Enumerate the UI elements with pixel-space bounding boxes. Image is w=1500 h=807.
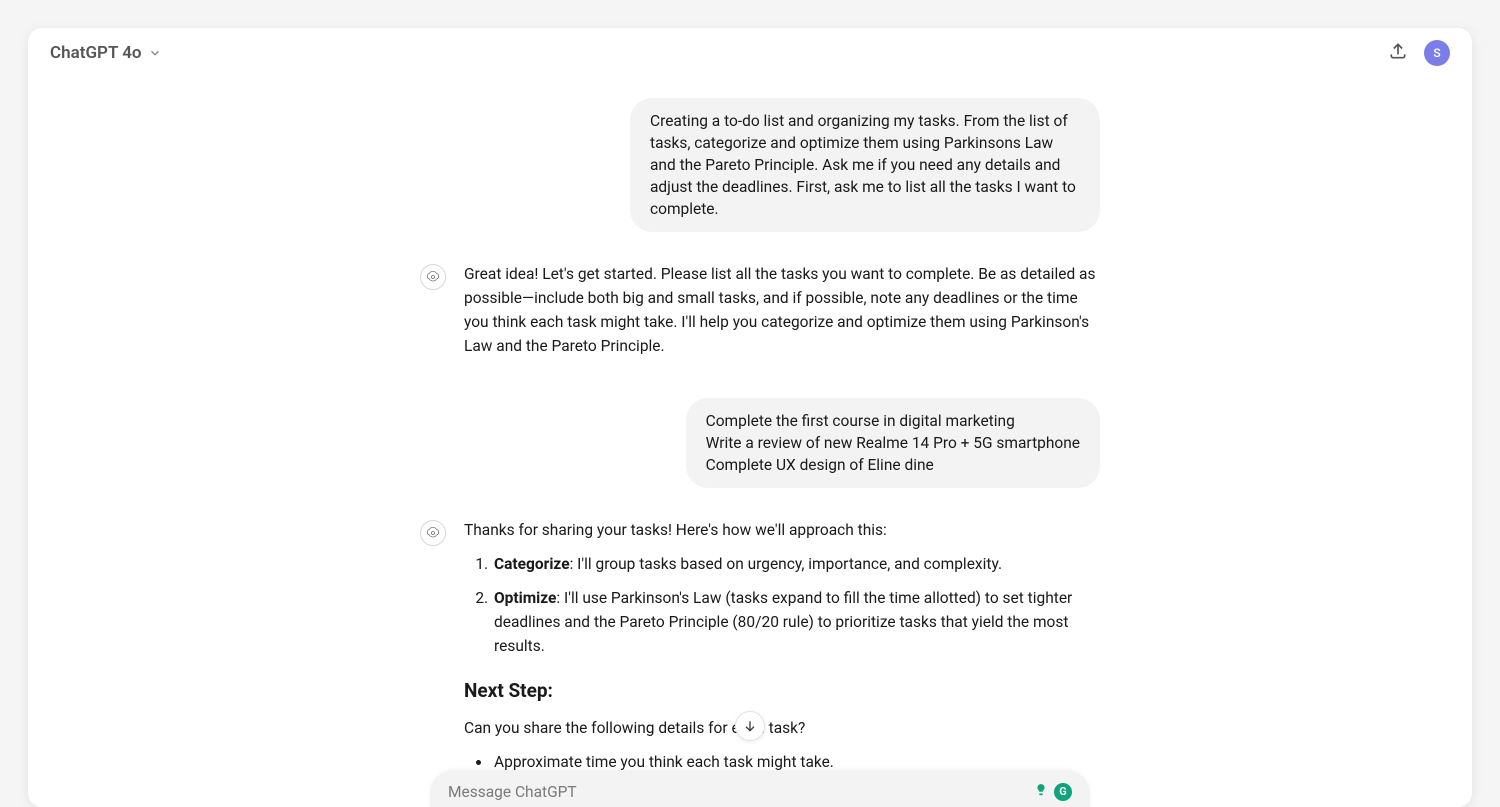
suggestion-icon[interactable] <box>1034 782 1048 801</box>
chat-area: Creating a to-do list and organizing my … <box>28 78 1472 807</box>
model-label: ChatGPT 4o <box>50 43 142 63</box>
header-right: S <box>1388 40 1450 66</box>
assistant-avatar-icon <box>420 520 446 546</box>
user-line: Write a review of new Realme 14 Pro + 5G… <box>706 432 1080 454</box>
assistant-body: Great idea! Let's get started. Please li… <box>464 262 1100 368</box>
user-avatar[interactable]: S <box>1424 40 1450 66</box>
assistant-avatar-icon <box>420 264 446 290</box>
assistant-message: Great idea! Let's get started. Please li… <box>420 262 1100 368</box>
list-rest: : I'll group tasks based on urgency, imp… <box>570 555 1002 573</box>
list-item: Categorize: I'll group tasks based on ur… <box>492 552 1100 576</box>
input-bar-wrap: Message ChatGPT G <box>28 770 1472 807</box>
chat-inner: Creating a to-do list and organizing my … <box>420 78 1100 807</box>
chevron-down-icon <box>148 46 162 60</box>
assistant-intro: Thanks for sharing your tasks! Here's ho… <box>464 518 1100 542</box>
avatar-letter: S <box>1433 46 1440 60</box>
input-placeholder: Message ChatGPT <box>448 783 1034 801</box>
share-icon[interactable] <box>1388 41 1408 65</box>
user-line: Complete the first course in digital mar… <box>706 410 1080 432</box>
chat-scroll[interactable]: Creating a to-do list and organizing my … <box>28 78 1472 807</box>
grammarly-icon[interactable]: G <box>1054 783 1072 801</box>
list-bold: Optimize <box>494 589 556 607</box>
approach-list: Categorize: I'll group tasks based on ur… <box>464 552 1100 658</box>
assistant-text: Great idea! Let's get started. Please li… <box>464 262 1100 358</box>
list-item: Optimize: I'll use Parkinson's Law (task… <box>492 586 1100 658</box>
next-step-heading: Next Step: <box>464 676 1100 705</box>
message-input[interactable]: Message ChatGPT G <box>430 770 1090 807</box>
user-message: Creating a to-do list and organizing my … <box>420 98 1100 232</box>
list-bold: Categorize <box>494 555 570 573</box>
input-icons: G <box>1034 782 1072 801</box>
list-rest: : I'll use Parkinson's Law (tasks expand… <box>494 589 1072 655</box>
user-bubble: Creating a to-do list and organizing my … <box>630 98 1100 232</box>
arrow-down-icon <box>742 718 758 734</box>
user-message: Complete the first course in digital mar… <box>420 398 1100 488</box>
user-bubble: Complete the first course in digital mar… <box>686 398 1100 488</box>
model-selector[interactable]: ChatGPT 4o <box>50 43 162 63</box>
scroll-down-button[interactable] <box>735 711 765 741</box>
assistant-message: Thanks for sharing your tasks! Here's ho… <box>420 518 1100 807</box>
assistant-body: Thanks for sharing your tasks! Here's ho… <box>464 518 1100 807</box>
header: ChatGPT 4o S <box>28 28 1472 78</box>
app-window: ChatGPT 4o S Creating a to-do list and o… <box>28 28 1472 807</box>
next-step-question: Can you share the following details for … <box>464 716 1100 740</box>
user-line: Complete UX design of Eline dine <box>706 454 1080 476</box>
